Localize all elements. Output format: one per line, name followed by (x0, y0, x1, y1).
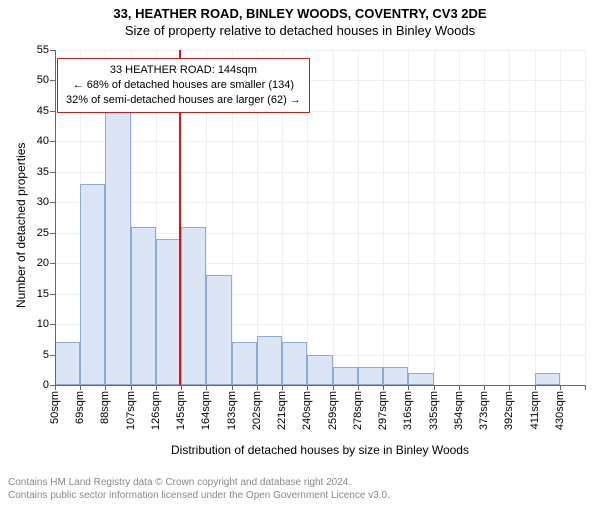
annotation-line: ← 68% of detached houses are smaller (13… (66, 78, 301, 93)
x-tick-label: 126sqm (150, 391, 162, 430)
gridline-h (55, 141, 585, 142)
x-tick-label: 183sqm (226, 391, 238, 430)
histogram-plot: 051015202530354045505550sqm69sqm88sqm107… (55, 50, 585, 385)
histogram-bar (358, 367, 383, 385)
y-tick-label: 25 (37, 227, 55, 239)
x-tick-label: 392sqm (503, 391, 515, 430)
histogram-bar (535, 373, 560, 385)
histogram-bar (55, 342, 80, 385)
y-tick-label: 30 (37, 196, 55, 208)
histogram-bar (105, 111, 130, 385)
gridline-v (358, 50, 359, 385)
gridline-v (333, 50, 334, 385)
gridline-v (434, 50, 435, 385)
x-tick-label: 354sqm (453, 391, 465, 430)
x-axis-line (55, 385, 585, 386)
gridline-v (585, 50, 586, 385)
x-tick-label: 430sqm (554, 391, 566, 430)
gridline-v (459, 50, 460, 385)
gridline-v (408, 50, 409, 385)
histogram-bar (333, 367, 358, 385)
x-axis-title: Distribution of detached houses by size … (55, 443, 585, 457)
x-tick-label: 335sqm (428, 391, 440, 430)
page-title-line2: Size of property relative to detached ho… (0, 23, 600, 38)
x-tick-label: 50sqm (49, 391, 61, 424)
histogram-bar (131, 227, 156, 385)
y-tick-label: 50 (37, 74, 55, 86)
y-tick-label: 55 (37, 44, 55, 56)
y-tick-label: 20 (37, 257, 55, 269)
gridline-h (55, 172, 585, 173)
x-tick-label: 316sqm (402, 391, 414, 430)
gridline-v (560, 50, 561, 385)
annotation-line: 33 HEATHER ROAD: 144sqm (66, 63, 301, 78)
x-tick-label: 202sqm (251, 391, 263, 430)
histogram-bar (181, 227, 206, 385)
y-axis-title: Number of detached properties (14, 142, 28, 307)
histogram-bar (80, 184, 105, 385)
gridline-v (535, 50, 536, 385)
gridline-h (55, 202, 585, 203)
x-tick-label: 297sqm (377, 391, 389, 430)
y-axis-line (55, 50, 56, 385)
histogram-bar (282, 342, 307, 385)
histogram-bar (257, 336, 282, 385)
histogram-bar (206, 275, 231, 385)
x-tick-label: 278sqm (352, 391, 364, 430)
annotation-box: 33 HEATHER ROAD: 144sqm← 68% of detached… (57, 58, 310, 113)
annotation-line: 32% of semi-detached houses are larger (… (66, 93, 301, 108)
x-tick-label: 164sqm (200, 391, 212, 430)
y-tick-label: 35 (37, 166, 55, 178)
y-tick-label: 10 (37, 318, 55, 330)
x-tick-label: 259sqm (327, 391, 339, 430)
footer-attribution: Contains HM Land Registry data © Crown c… (8, 477, 390, 502)
gridline-v (484, 50, 485, 385)
x-tick-mark (585, 385, 586, 390)
y-tick-label: 15 (37, 288, 55, 300)
y-tick-label: 40 (37, 135, 55, 147)
x-tick-label: 240sqm (301, 391, 313, 430)
footer-line2: Contains public sector information licen… (8, 490, 390, 503)
x-tick-label: 373sqm (478, 391, 490, 430)
gridline-h (55, 50, 585, 51)
y-tick-label: 45 (37, 105, 55, 117)
footer-line1: Contains HM Land Registry data © Crown c… (8, 477, 390, 490)
x-tick-label: 221sqm (276, 391, 288, 430)
gridline-v (509, 50, 510, 385)
x-tick-label: 88sqm (99, 391, 111, 424)
x-tick-label: 107sqm (125, 391, 137, 430)
histogram-bar (307, 355, 332, 385)
histogram-bar (383, 367, 408, 385)
histogram-bar (232, 342, 257, 385)
x-tick-label: 145sqm (175, 391, 187, 430)
y-tick-label: 0 (43, 379, 55, 391)
gridline-v (383, 50, 384, 385)
page-title-line1: 33, HEATHER ROAD, BINLEY WOODS, COVENTRY… (0, 6, 600, 21)
histogram-bar (156, 239, 181, 385)
histogram-bar (408, 373, 433, 385)
y-tick-label: 5 (43, 349, 55, 361)
x-tick-label: 69sqm (74, 391, 86, 424)
x-tick-label: 411sqm (529, 391, 541, 429)
